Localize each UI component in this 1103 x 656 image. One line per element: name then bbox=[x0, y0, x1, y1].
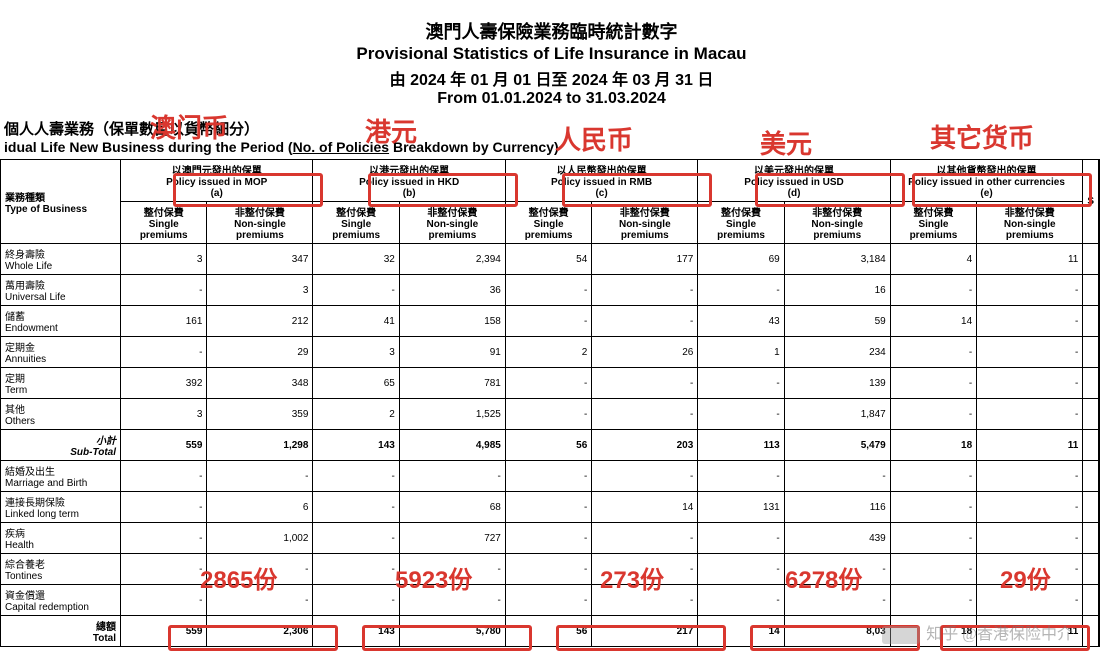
col-group-hkd: 以港元發出的保單Policy issued in HKD(b) bbox=[313, 160, 505, 202]
annotation-total: 5923份 bbox=[395, 560, 472, 595]
annotation-total: 2865份 bbox=[200, 560, 277, 595]
col-type: 業務種類 Type of Business bbox=[1, 160, 121, 244]
annotation-label: 美元 bbox=[760, 124, 812, 161]
annotation-total: 29份 bbox=[1000, 560, 1051, 595]
title-en: Provisional Statistics of Life Insurance… bbox=[0, 44, 1103, 64]
annotation-label: 人民币 bbox=[555, 120, 633, 157]
col-trailing: S bbox=[1083, 160, 1099, 244]
table-row: 定期金Annuities-293912261234-- bbox=[1, 337, 1100, 368]
col-group-mop: 以澳門元發出的保單Policy issued in MOP(a) bbox=[121, 160, 313, 202]
table-row: 結婚及出生Marriage and Birth---------- bbox=[1, 461, 1100, 492]
col-group-rmb: 以人民幣發出的保單Policy issued in RMB(c) bbox=[505, 160, 697, 202]
table-row: 萬用壽險Universal Life-3-36---16-- bbox=[1, 275, 1100, 306]
report-header: 澳門人壽保險業務臨時統計數字 Provisional Statistics of… bbox=[0, 0, 1103, 108]
table-row: 小計Sub-Total5591,2981434,985562031135,479… bbox=[1, 430, 1100, 461]
statistics-table: 業務種類 Type of Business 以澳門元發出的保單Policy is… bbox=[0, 159, 1100, 647]
table-row: 儲蓄Endowment16121241158--435914- bbox=[1, 306, 1100, 337]
title-cn: 澳門人壽保險業務臨時統計數字 bbox=[0, 18, 1103, 44]
table-row: 疾病Health-1,002-727---439-- bbox=[1, 523, 1100, 554]
table-row: 資金償還Capital redemption---------- bbox=[1, 585, 1100, 616]
annotation-total: 273份 bbox=[600, 560, 664, 595]
watermark: 知乎 @香港保险中介 bbox=[882, 620, 1073, 644]
table-row: 其他Others335921,525---1,847-- bbox=[1, 399, 1100, 430]
annotation-total: 6278份 bbox=[785, 560, 862, 595]
date-cn: 由 2024 年 01 月 01 日至 2024 年 03 月 31 日 bbox=[0, 66, 1103, 90]
zhihu-logo-icon bbox=[882, 626, 920, 644]
annotation-label: 澳门币 bbox=[150, 108, 228, 145]
annotation-label: 其它货币 bbox=[930, 118, 1034, 155]
table-row: 定期Term39234865781---139-- bbox=[1, 368, 1100, 399]
date-en: From 01.01.2024 to 31.03.2024 bbox=[0, 90, 1103, 108]
col-group-other: 以其他貨幣發出的保單Policy issued in other currenc… bbox=[890, 160, 1083, 202]
table-row: 綜合養老Tontines---------- bbox=[1, 554, 1100, 585]
annotation-label: 港元 bbox=[365, 112, 417, 149]
table-row: 終身壽險Whole Life3347322,39454177693,184411 bbox=[1, 244, 1100, 275]
col-group-usd: 以美元發出的保單Policy issued in USD(d) bbox=[698, 160, 890, 202]
table-row: 連接長期保險Linked long term-6-68-14131116-- bbox=[1, 492, 1100, 523]
